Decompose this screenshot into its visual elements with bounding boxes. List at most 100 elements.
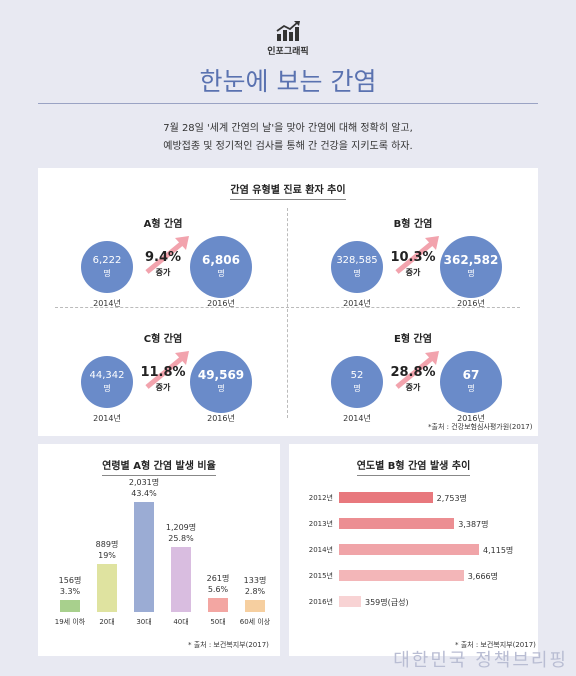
from-value: 52 — [350, 370, 364, 381]
increase-arrow-icon — [395, 236, 439, 274]
age-category-label: 50대 — [210, 618, 226, 626]
intro-line-1: 7월 28일 '세계 간염의 날'을 맞아 간염에 대해 정확히 알고, — [163, 123, 413, 134]
from-value: 44,342 — [89, 370, 125, 381]
age-percent-label: 2.8% — [244, 587, 266, 596]
quadrant-divider-v — [287, 208, 288, 418]
trend-type-label: B형 간염 — [393, 219, 433, 230]
change-percent: 10.3% — [390, 250, 436, 265]
age-count-label: 261명 — [206, 573, 230, 583]
to-year: 2016년 — [457, 414, 485, 423]
from-value-circle: 52 명 — [331, 356, 383, 408]
change-percent: 28.8% — [390, 365, 436, 380]
patient-trend-source: *출처 : 건강보험심사평가원(2017) — [428, 423, 533, 431]
year-value-label: 3,387명 — [458, 520, 489, 529]
increase-label: 증가 — [405, 383, 421, 392]
age-chart-source: * 출처 : 보건복지부(2017) — [188, 641, 269, 649]
increase-arrow-icon — [395, 351, 439, 389]
age-count-label: 2,031명 — [128, 478, 160, 487]
from-value-circle: 6,222 명 — [81, 241, 133, 293]
age-bar — [171, 546, 191, 612]
to-year: 2016년 — [457, 299, 485, 308]
age-category-label: 30대 — [136, 618, 152, 626]
year-bar — [339, 518, 455, 529]
to-value: 362,582 — [443, 253, 499, 267]
increase-label: 증가 — [155, 383, 171, 392]
year-bar — [339, 544, 479, 555]
age-category-label: 19세 이하 — [54, 618, 86, 626]
to-unit: 명 — [217, 269, 225, 278]
year-category-label: 2012년 — [308, 494, 333, 502]
year-bar — [339, 596, 361, 607]
to-year: 2016년 — [207, 414, 235, 423]
age-bar — [60, 600, 80, 612]
from-value-circle: 44,342 명 — [81, 356, 133, 408]
increase-arrow-icon — [145, 351, 189, 389]
year-value-label: 2,753명 — [436, 494, 467, 503]
age-count-label: 156명 — [58, 576, 82, 585]
trend-type-label: C형 간염 — [143, 334, 183, 345]
to-value-circle: 67 명 — [440, 351, 502, 413]
increase-arrow-icon — [145, 236, 189, 274]
age-category-label: 20대 — [99, 618, 115, 626]
from-unit: 명 — [103, 384, 111, 393]
from-value: 328,585 — [336, 255, 378, 266]
year-category-label: 2016년 — [308, 598, 333, 606]
from-value-circle: 328,585 명 — [331, 241, 383, 293]
year-bar — [339, 492, 433, 503]
age-chart-title: 연령별 A형 간염 발생 비율 — [38, 457, 280, 476]
age-percent-label: 5.6% — [207, 584, 229, 594]
age-percent-label: 43.4% — [131, 489, 157, 498]
increase-label: 증가 — [155, 268, 171, 277]
age-category-label: 40대 — [173, 618, 189, 626]
title-divider — [38, 103, 538, 104]
age-bar — [97, 563, 117, 612]
age-chart-panel: 연령별 A형 간염 발생 비율 156명 3.3% 19세 이하 889명 19% 20대… — [38, 444, 280, 656]
from-year: 2014년 — [93, 414, 121, 423]
age-bar — [208, 597, 228, 612]
from-value: 6,222 — [92, 255, 122, 266]
watermark: 대한민국 정책브리핑 — [393, 650, 568, 671]
from-unit: 명 — [353, 269, 361, 278]
trend-type-label: A형 간염 — [143, 219, 183, 230]
trend-quadrant: B형 간염 328,585 명 362,582 명 2014년 2016년 10.3% 증가 — [288, 168, 538, 308]
trend-type-label: E형 간염 — [394, 334, 432, 345]
age-percent-label: 19% — [98, 550, 116, 560]
year-chart-panel: 연도별 B형 간염 발생 추이 2012년 2,753명 2013년 3,387명 20… — [289, 444, 538, 656]
trend-quadrant: E형 간염 52 명 67 명 2014년 2016년 28.8% 증가 — [288, 283, 538, 423]
to-value: 49,569 — [197, 368, 245, 382]
age-bar — [245, 600, 265, 612]
age-category-label: 60세 이상 — [239, 618, 271, 626]
year-value-label: 3,666명 — [467, 572, 498, 581]
to-unit: 명 — [467, 384, 475, 393]
trend-quadrant: A형 간염 6,222 명 6,806 명 2014년 2016년 9.4% 증가 — [38, 168, 288, 308]
from-unit: 명 — [353, 384, 361, 393]
age-bar — [134, 502, 154, 612]
year-chart-source: * 출처 : 보건복지부(2017) — [455, 641, 536, 649]
from-year: 2014년 — [343, 414, 371, 423]
from-unit: 명 — [103, 269, 111, 278]
change-percent: 9.4% — [144, 250, 182, 265]
year-category-label: 2015년 — [308, 572, 333, 580]
header: 인포그래픽 한눈에 보는 간염 7월 28일 '세계 간염의 날'을 맞아 간염… — [0, 0, 576, 168]
page-title: 한눈에 보는 간염 — [199, 67, 377, 96]
to-unit: 명 — [217, 384, 225, 393]
year-bar — [339, 570, 464, 581]
age-count-label: 889명 — [95, 539, 119, 549]
age-percent-label: 3.3% — [59, 587, 81, 596]
to-value: 6,806 — [202, 253, 240, 267]
to-value-circle: 49,569 명 — [190, 351, 252, 413]
intro-line-2: 예방접종 및 정기적인 검사를 통해 간 건강을 지키도록 하자. — [163, 141, 413, 152]
chart-trend-icon — [276, 21, 300, 41]
to-year: 2016년 — [207, 299, 235, 308]
brand-label: 인포그래픽 — [267, 47, 309, 57]
increase-label: 증가 — [405, 268, 421, 277]
age-count-label: 1,209명 — [165, 522, 197, 532]
patient-trend-panel: 간염 유형별 진료 환자 추이 A형 간염 6,222 명 6,806 명 2014년 20… — [38, 168, 538, 436]
year-category-label: 2013년 — [308, 520, 333, 528]
year-category-label: 2014년 — [308, 546, 333, 554]
to-unit: 명 — [467, 269, 475, 278]
to-value-circle: 6,806 명 — [190, 236, 252, 298]
trend-quadrant: C형 간염 44,342 명 49,569 명 2014년 2016년 11.8% 증가 — [38, 283, 288, 423]
to-value: 67 — [462, 368, 480, 382]
from-year: 2014년 — [93, 299, 121, 308]
